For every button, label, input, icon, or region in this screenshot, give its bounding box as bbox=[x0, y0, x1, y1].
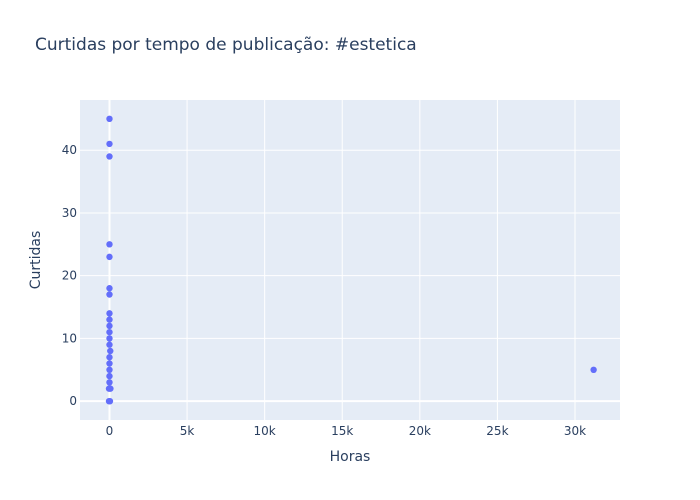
data-point[interactable] bbox=[106, 115, 113, 123]
data-point[interactable] bbox=[106, 379, 113, 386]
data-point[interactable] bbox=[106, 397, 114, 405]
x-axis-title: Horas bbox=[330, 449, 371, 465]
data-point[interactable] bbox=[107, 347, 114, 355]
data-point[interactable] bbox=[106, 366, 113, 374]
data-point[interactable] bbox=[106, 322, 113, 330]
data-point[interactable] bbox=[106, 241, 113, 248]
data-point[interactable] bbox=[590, 366, 597, 374]
x-tick-label: 15k bbox=[331, 424, 353, 438]
x-tick-label: 20k bbox=[409, 424, 431, 438]
x-tick-label: 0 bbox=[106, 424, 114, 438]
data-point[interactable] bbox=[106, 328, 113, 336]
x-tick-label: 30k bbox=[564, 424, 586, 438]
x-tick-label: 5k bbox=[180, 424, 195, 438]
data-point[interactable] bbox=[106, 153, 113, 160]
y-tick-label: 40 bbox=[62, 143, 77, 157]
x-tick-label: 10k bbox=[254, 424, 276, 438]
data-point[interactable] bbox=[106, 354, 113, 361]
y-tick-label: 30 bbox=[62, 206, 77, 220]
data-point[interactable] bbox=[107, 385, 114, 392]
tick-labels: 0 10 20 30 40 0 5k 10k 15k 20k 25k 30k bbox=[62, 143, 586, 438]
data-point[interactable] bbox=[106, 310, 113, 317]
chart-title: Curtidas por tempo de publicação: #estet… bbox=[35, 35, 417, 55]
y-axis-title: Curtidas bbox=[28, 231, 44, 290]
data-point[interactable] bbox=[106, 341, 113, 348]
data-points bbox=[105, 115, 597, 405]
data-point[interactable] bbox=[106, 285, 113, 292]
data-point[interactable] bbox=[106, 316, 113, 323]
data-point[interactable] bbox=[106, 140, 113, 148]
data-point[interactable] bbox=[106, 253, 113, 261]
data-point[interactable] bbox=[106, 291, 113, 298]
data-point[interactable] bbox=[106, 360, 113, 367]
y-tick-label: 20 bbox=[62, 269, 77, 283]
y-tick-label: 0 bbox=[69, 394, 77, 408]
data-point[interactable] bbox=[106, 372, 113, 380]
x-tick-label: 25k bbox=[486, 424, 508, 438]
plot-area bbox=[80, 100, 620, 420]
y-tick-label: 10 bbox=[62, 331, 77, 345]
data-point[interactable] bbox=[106, 335, 113, 342]
